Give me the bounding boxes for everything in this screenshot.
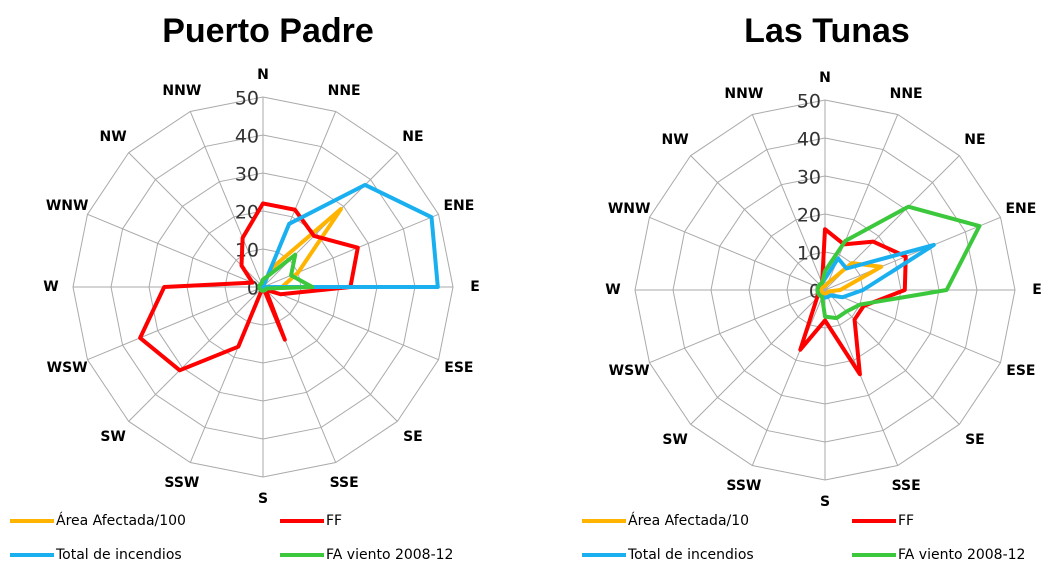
series-line [815, 204, 982, 321]
legend-label: Total de incendios [55, 547, 182, 563]
category-label: E [1032, 282, 1042, 298]
category-label: NE [402, 129, 423, 145]
series-line [819, 261, 884, 296]
chart-title: Las Tunas [744, 12, 910, 50]
spoke [824, 216, 1001, 291]
legend-label: FA viento 2008-12 [898, 547, 1025, 563]
category-label: S [258, 491, 268, 507]
category-label: S [820, 494, 830, 510]
spoke [751, 289, 826, 466]
r-tick-label: 20 [797, 205, 821, 227]
legend-label: FF [326, 513, 342, 529]
r-tick-label: 50 [235, 88, 259, 110]
category-label: SW [100, 429, 126, 445]
category-label: NE [964, 132, 985, 148]
category-label: SSW [164, 475, 199, 491]
spoke [262, 286, 439, 361]
legend-label: FF [898, 513, 914, 529]
category-label: NNE [890, 86, 923, 102]
category-label: SSE [892, 478, 921, 494]
category-label: W [43, 279, 58, 295]
spoke [751, 114, 826, 291]
spoke [649, 216, 826, 291]
spoke [824, 289, 1001, 364]
legend-label: FA viento 2008-12 [326, 547, 453, 563]
category-label: WNW [46, 198, 89, 214]
spoke [87, 213, 264, 288]
spoke [649, 289, 826, 364]
category-label: SSW [726, 478, 761, 494]
category-label: WSW [47, 360, 88, 376]
category-label: NNW [162, 83, 201, 99]
category-label: WSW [609, 363, 650, 379]
r-tick-label: 10 [797, 243, 821, 265]
spoke [128, 286, 264, 422]
category-label: NW [662, 132, 689, 148]
spoke [690, 155, 826, 291]
spoke [189, 111, 264, 288]
category-label: E [470, 279, 480, 295]
legend-label: Total de incendios [627, 547, 754, 563]
legend-label: Área Afectada/10 [628, 512, 749, 529]
legend-label: Área Afectada/100 [56, 512, 186, 529]
chart-title: Puerto Padre [162, 12, 374, 50]
category-label: NW [100, 129, 127, 145]
r-tick-label: 30 [235, 164, 259, 186]
category-label: W [605, 282, 620, 298]
category-label: ESE [1006, 363, 1035, 379]
category-label: WNW [608, 201, 651, 217]
spoke [87, 286, 264, 361]
series-line [257, 252, 315, 293]
spoke [690, 289, 826, 425]
r-tick-label: 40 [235, 126, 259, 148]
category-label: NNE [328, 83, 361, 99]
r-tick-label: 10 [235, 240, 259, 262]
category-label: ENE [443, 198, 474, 214]
category-label: SSE [330, 475, 359, 491]
category-label: ESE [444, 360, 473, 376]
spoke [262, 286, 398, 422]
r-tick-label: 30 [797, 167, 821, 189]
r-tick-label: 50 [797, 91, 821, 113]
category-label: SE [965, 432, 985, 448]
r-tick-label: 40 [797, 129, 821, 151]
category-label: ENE [1005, 201, 1036, 217]
category-label: N [257, 67, 269, 83]
category-label: N [819, 70, 831, 86]
category-label: SE [403, 429, 423, 445]
category-label: SW [662, 432, 688, 448]
series-line [261, 182, 440, 289]
category-label: NNW [724, 86, 763, 102]
